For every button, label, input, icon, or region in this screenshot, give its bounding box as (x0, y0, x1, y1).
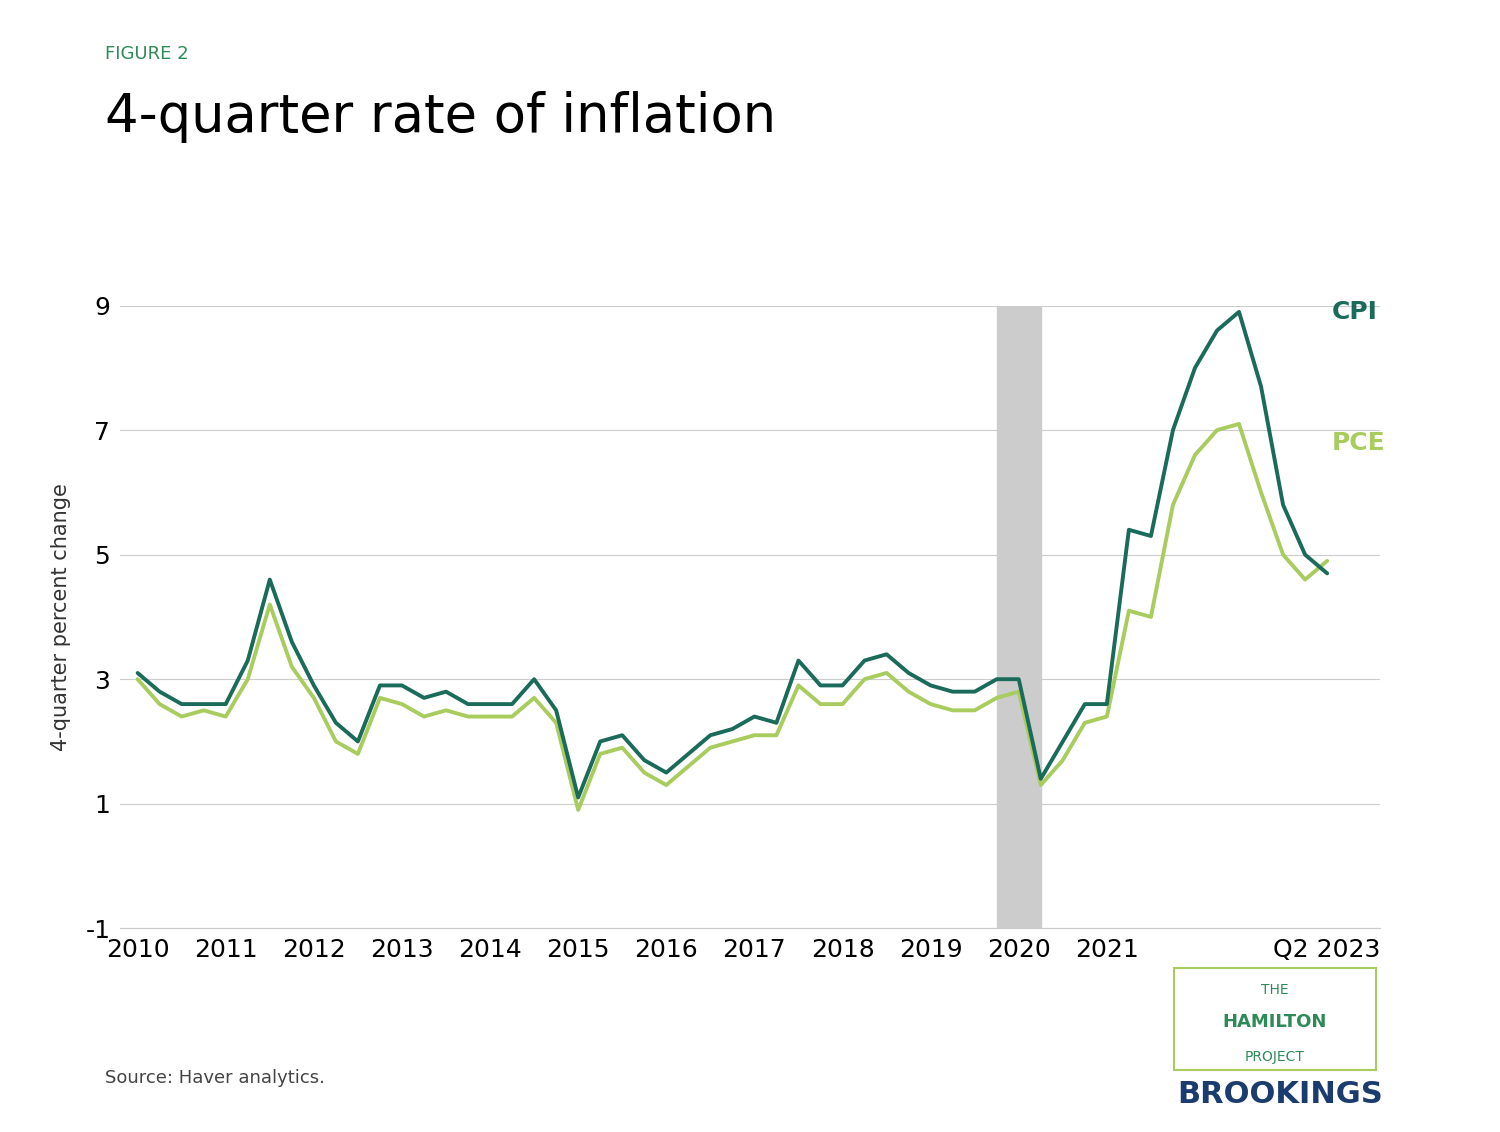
Y-axis label: 4-quarter percent change: 4-quarter percent change (51, 483, 72, 751)
Bar (996, 306, 1041, 928)
FancyBboxPatch shape (1174, 968, 1376, 1070)
Text: PCE: PCE (1332, 430, 1384, 455)
Text: THE: THE (1262, 983, 1288, 996)
Text: Source: Haver analytics.: Source: Haver analytics. (105, 1069, 326, 1087)
Text: CPI: CPI (1332, 300, 1377, 324)
Text: HAMILTON: HAMILTON (1222, 1013, 1328, 1031)
Text: 4-quarter rate of inflation: 4-quarter rate of inflation (105, 91, 776, 143)
Text: PROJECT: PROJECT (1245, 1050, 1305, 1064)
Text: FIGURE 2: FIGURE 2 (105, 45, 189, 63)
Text: BROOKINGS: BROOKINGS (1178, 1080, 1383, 1109)
